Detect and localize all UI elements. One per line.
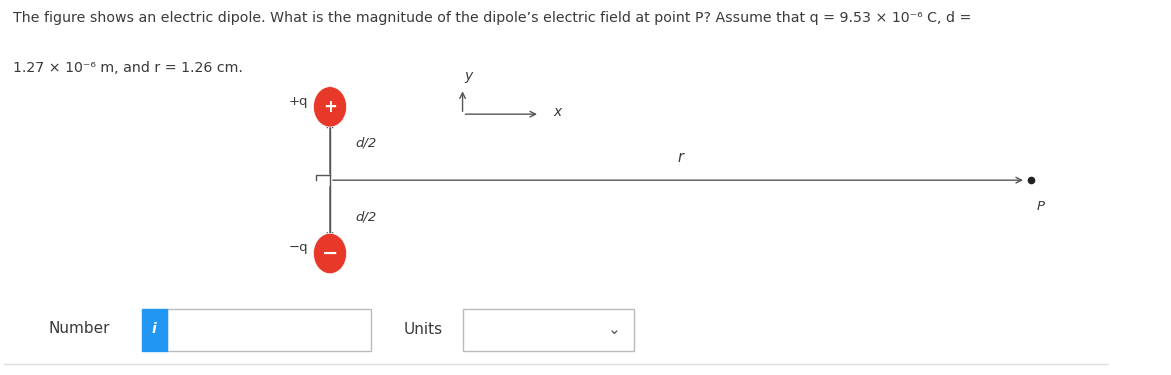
Text: Units: Units	[404, 322, 443, 337]
Text: P: P	[1038, 200, 1045, 213]
Text: ⌄: ⌄	[608, 322, 621, 337]
Text: r: r	[678, 150, 684, 165]
Text: −: −	[322, 244, 338, 263]
FancyBboxPatch shape	[166, 309, 371, 351]
Text: −q: −q	[288, 242, 308, 255]
Text: Number: Number	[48, 321, 110, 336]
Text: y: y	[464, 69, 472, 83]
FancyBboxPatch shape	[463, 309, 634, 351]
Text: The figure shows an electric dipole. What is the magnitude of the dipole’s elect: The figure shows an electric dipole. Wha…	[13, 12, 972, 26]
Text: +: +	[323, 98, 337, 116]
Ellipse shape	[314, 87, 347, 127]
Text: 1.27 × 10⁻⁶ m, and r = 1.26 cm.: 1.27 × 10⁻⁶ m, and r = 1.26 cm.	[13, 61, 242, 75]
Ellipse shape	[314, 233, 347, 274]
Text: i: i	[152, 322, 157, 336]
Text: x: x	[553, 105, 561, 119]
Text: d/2: d/2	[356, 137, 377, 150]
Text: +q: +q	[288, 95, 308, 108]
FancyBboxPatch shape	[142, 309, 166, 351]
Text: d/2: d/2	[356, 210, 377, 224]
